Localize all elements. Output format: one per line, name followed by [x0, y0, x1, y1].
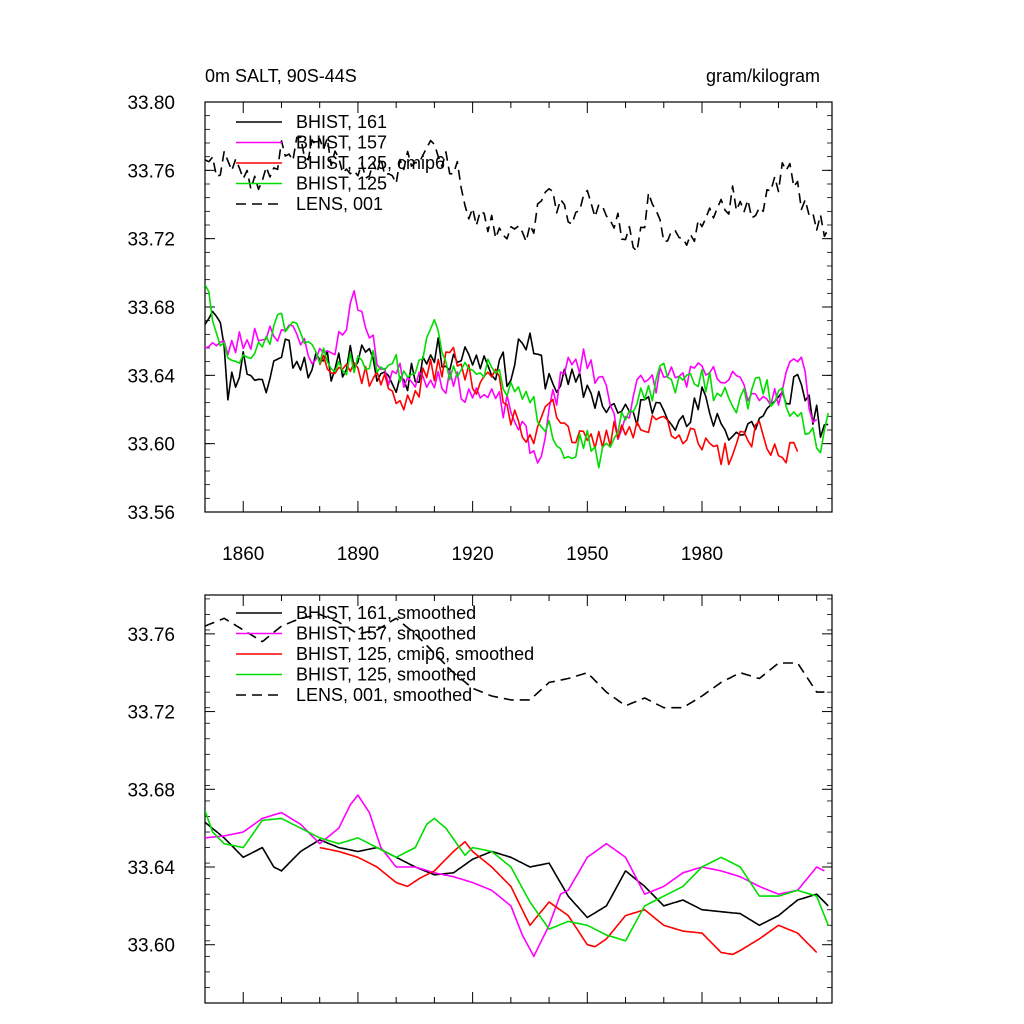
chart-title: 0m SALT, 90S-44S: [205, 66, 357, 86]
units-label: gram/kilogram: [706, 66, 820, 86]
bottom-panel: 33.60 33.64 33.68 33.72 33.76 BHIST, 161, smo…: [127, 594, 833, 1004]
y-tick-label: 33.60: [127, 936, 175, 957]
y-tick-label: 33.72: [127, 230, 175, 251]
legend-label: BHIST, 161: [296, 112, 387, 132]
legend-label: BHIST, 157: [296, 133, 387, 153]
x-tick-label: 1860: [222, 544, 264, 565]
series-line-bhist-157-smoothed: [205, 794, 825, 958]
legend-label: LENS, 001: [296, 194, 383, 214]
series-line-lens-001: [205, 136, 829, 252]
series-line-bhist-125: [205, 284, 829, 469]
x-tick-label: 1980: [681, 544, 723, 565]
x-tick-label: 1950: [566, 544, 608, 565]
top-panel: 33.56 33.60 33.64 33.68 33.72 33.76 33.80 1860 1…: [127, 93, 833, 565]
x-tick-label: 1890: [337, 544, 379, 565]
legend-label: BHIST, 157, smoothed: [296, 624, 476, 644]
legend-label: BHIST, 125: [296, 174, 387, 194]
y-tick-label: 33.60: [127, 435, 175, 456]
y-tick-label: 33.76: [127, 625, 175, 646]
series-group: [205, 613, 829, 958]
y-tick-label: 33.68: [127, 780, 175, 801]
y-tick-label: 33.76: [127, 161, 175, 182]
legend-label: LENS, 001, smoothed: [296, 685, 472, 705]
series-line-bhist-161-smoothed: [205, 821, 829, 927]
series-line-bhist-125-smoothed: [205, 810, 829, 942]
series-line-bhist-157: [205, 289, 818, 464]
legend-label: BHIST, 125, cmip6, smoothed: [296, 644, 534, 664]
y-tick-label: 33.68: [127, 298, 175, 319]
series-line-bhist-161: [205, 310, 829, 441]
y-tick-label: 33.72: [127, 703, 175, 724]
series-line-bhist-125-cmip6-smoothed: [319, 840, 818, 956]
y-tick-label: 33.80: [127, 93, 175, 114]
series-line-lens-001-smoothed: [205, 613, 825, 709]
legend-label: BHIST, 161, smoothed: [296, 603, 476, 623]
series-group: [205, 136, 829, 469]
y-tick-label: 33.56: [127, 503, 175, 524]
plot-frame: [204, 594, 833, 1004]
y-tick-label: 33.64: [127, 858, 175, 879]
y-tick-label: 33.64: [127, 366, 175, 387]
legend-label: BHIST, 125, cmip6: [296, 153, 445, 173]
x-tick-label: 1920: [451, 544, 493, 565]
legend-label: BHIST, 125, smoothed: [296, 665, 476, 685]
series-line-bhist-125-cmip6: [318, 346, 799, 466]
